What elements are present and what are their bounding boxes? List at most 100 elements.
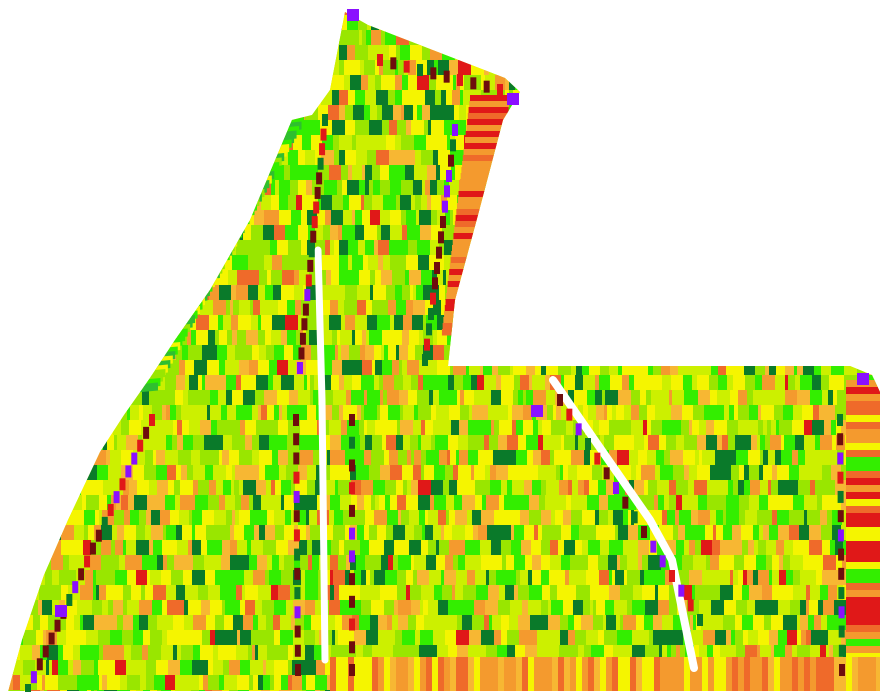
yield-cell [413, 465, 422, 481]
yield-cell [550, 645, 560, 661]
yield-cell [323, 225, 331, 241]
yield-cell [775, 450, 782, 466]
yield-cell [293, 420, 301, 436]
yield-cell [255, 645, 259, 661]
yield-cell [162, 540, 174, 556]
yield-cell [233, 360, 240, 376]
yield-cell [361, 375, 372, 391]
yield-cell [463, 480, 476, 496]
yield-cell [147, 495, 158, 511]
yield-cell [426, 450, 440, 466]
yield-cell [339, 105, 346, 121]
yield-cell [462, 495, 476, 511]
yield-cell [651, 465, 656, 481]
yield-cell [604, 645, 614, 661]
yield-cell [178, 450, 192, 466]
yield-cell [196, 330, 209, 346]
yield-cell [442, 105, 455, 121]
yield-cell [315, 150, 322, 166]
yield-cell [330, 390, 334, 406]
yield-cell [307, 465, 317, 481]
yield-cell [421, 60, 428, 76]
yield-cell [541, 480, 547, 496]
yield-cell [503, 570, 517, 586]
yield-cell [63, 555, 70, 571]
yield-cell [507, 645, 516, 661]
yield-cell [274, 600, 287, 616]
yield-cell [311, 615, 324, 631]
yield-cell [600, 405, 605, 421]
yield-cell [195, 525, 207, 541]
yield-cell [321, 195, 333, 211]
yield-cell [684, 465, 690, 481]
yield-cell [772, 465, 778, 481]
yield-cell [255, 600, 263, 616]
yield-cell [248, 345, 253, 361]
yield-cell [727, 375, 734, 391]
yield-cell [70, 540, 84, 556]
yield-cell [453, 465, 459, 481]
yield-cell [467, 570, 476, 586]
yield-cell [689, 465, 698, 481]
yield-cell [721, 450, 731, 466]
yield-cell [681, 585, 693, 601]
yield-cell [416, 615, 425, 631]
yield-cell [150, 630, 163, 646]
yield-cell [507, 630, 511, 646]
yield-cell [538, 420, 543, 436]
yield-cell [408, 615, 417, 631]
yield-cell [372, 165, 381, 181]
yield-cell [334, 240, 340, 256]
yield-cell [623, 615, 637, 631]
yield-cell [795, 375, 801, 391]
yield-cell [208, 585, 221, 601]
yield-cell [769, 630, 779, 646]
yield-cell [763, 420, 768, 436]
yield-cell [408, 345, 416, 361]
yield-cell [599, 495, 609, 511]
yield-cell [418, 480, 432, 496]
yield-cell [190, 495, 196, 511]
yield-cell [353, 105, 365, 121]
yield-cell [810, 480, 816, 496]
yield-cell [166, 405, 171, 421]
yield-cell [667, 510, 676, 526]
yield-cell [153, 540, 163, 556]
yield-cell [571, 510, 583, 526]
yield-cell [617, 630, 622, 646]
yield-cell [425, 90, 436, 106]
yield-cell [323, 285, 328, 301]
yield-cell [167, 600, 171, 616]
yield-cell [151, 510, 161, 526]
yield-cell [730, 450, 737, 466]
yield-cell [385, 420, 398, 436]
yield-cell [662, 420, 676, 436]
yield-cell [60, 615, 67, 631]
yield-cell [375, 60, 380, 76]
yield-cell [251, 540, 264, 556]
yield-cell [193, 480, 199, 496]
yield-cell [398, 555, 412, 571]
yield-cell [771, 420, 777, 436]
yield-cell [771, 615, 784, 631]
yield-cell [117, 525, 125, 541]
yield-cell [181, 465, 188, 481]
yield-cell [699, 645, 708, 661]
yield-cell [400, 165, 406, 181]
yield-cell [215, 630, 229, 646]
yield-cell [806, 600, 810, 616]
yield-cell [430, 240, 440, 256]
yield-cell [547, 630, 561, 646]
yield-cell [843, 540, 848, 556]
yield-cell [798, 480, 811, 496]
yield-cell [572, 480, 579, 496]
yield-cell [486, 645, 498, 661]
yield-cell [293, 345, 302, 361]
yield-cell [423, 375, 434, 391]
yield-cell [614, 435, 627, 451]
yield-cell [74, 615, 81, 631]
yield-cell [345, 315, 356, 331]
yield-cell [310, 390, 314, 406]
yield-cell [648, 480, 658, 496]
